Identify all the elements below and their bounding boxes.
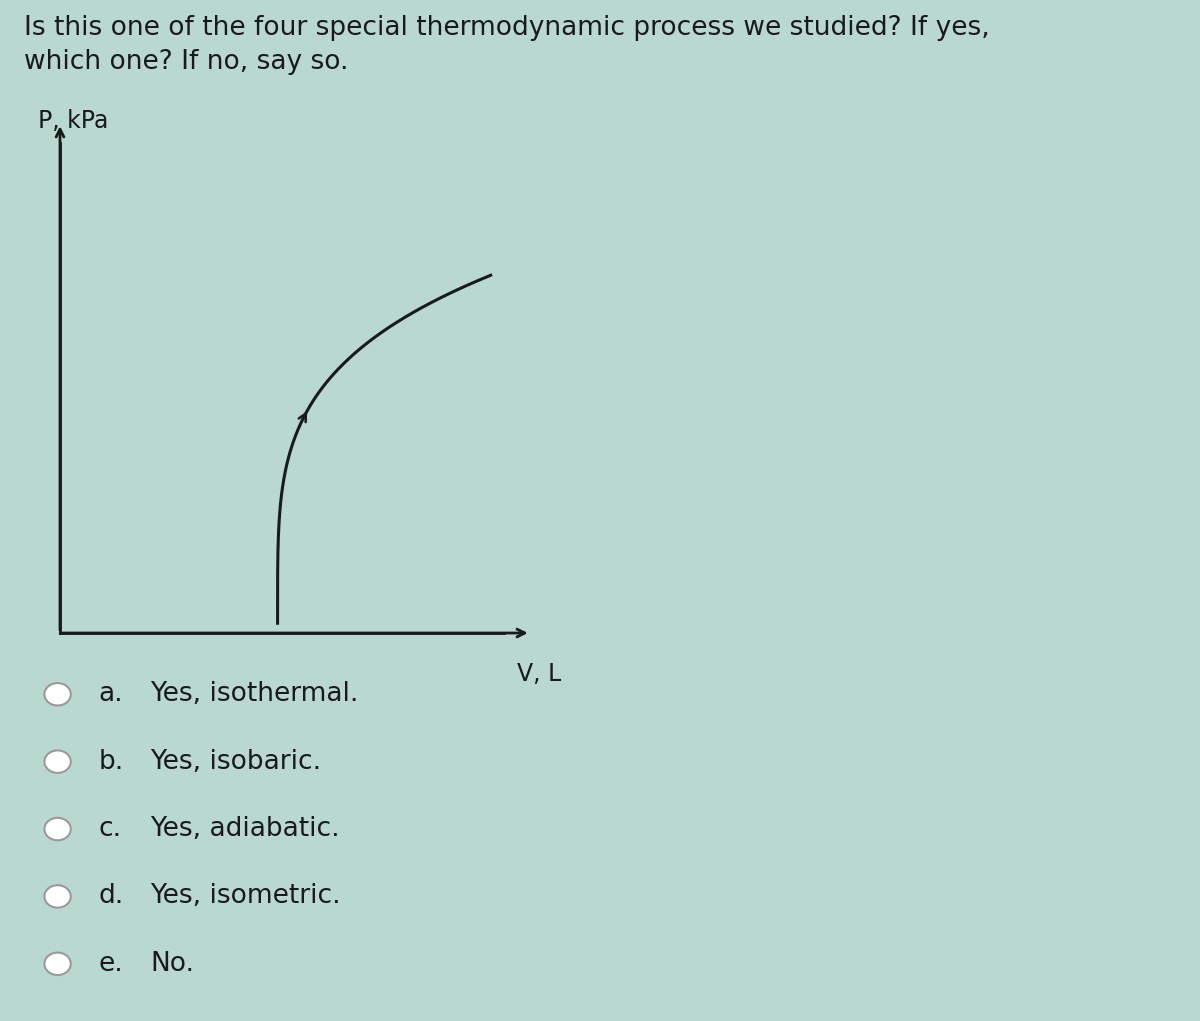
Text: Yes, isobaric.: Yes, isobaric. <box>150 748 322 775</box>
Text: a.: a. <box>98 681 124 708</box>
Text: c.: c. <box>98 816 121 842</box>
Text: b.: b. <box>98 748 124 775</box>
Text: Is this one of the four special thermodynamic process we studied? If yes,: Is this one of the four special thermody… <box>24 15 990 41</box>
Text: No.: No. <box>150 951 194 977</box>
Text: Yes, isometric.: Yes, isometric. <box>150 883 341 910</box>
Text: e.: e. <box>98 951 124 977</box>
Text: d.: d. <box>98 883 124 910</box>
Text: V, L: V, L <box>517 663 562 686</box>
Text: Yes, isothermal.: Yes, isothermal. <box>150 681 359 708</box>
Text: which one? If no, say so.: which one? If no, say so. <box>24 49 348 75</box>
Text: Yes, adiabatic.: Yes, adiabatic. <box>150 816 340 842</box>
Text: P, kPa: P, kPa <box>38 109 108 133</box>
